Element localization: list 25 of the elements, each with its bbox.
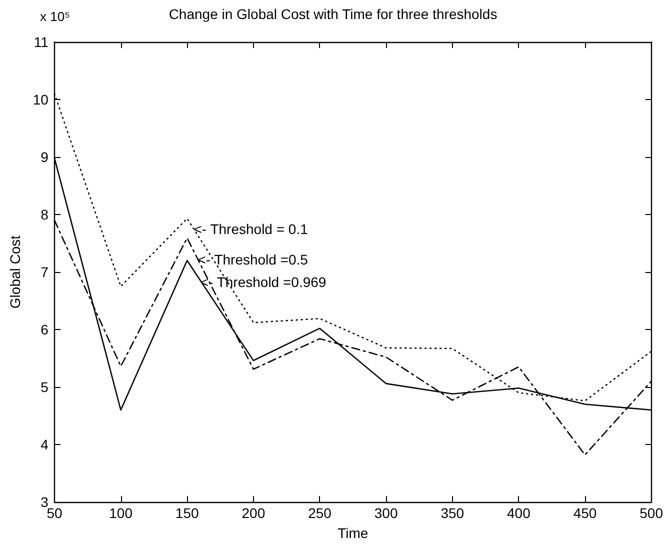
x-axis-title: Time xyxy=(338,525,368,541)
x-tick-label: 350 xyxy=(440,505,464,521)
y-tick-label: 3 xyxy=(40,494,49,510)
x-tick-label: 150 xyxy=(175,505,199,521)
y-tick-label: 11 xyxy=(34,34,49,50)
y-tick-label: 7 xyxy=(40,264,49,280)
x-tick-label: 250 xyxy=(308,505,332,521)
y-tick-label: 5 xyxy=(40,379,49,395)
x-tick-label: 500 xyxy=(640,505,664,521)
chart-title: Change in Global Cost with Time for three thresholds xyxy=(168,6,498,22)
x-tick-label: 200 xyxy=(242,505,266,521)
y-tick-label: 10 xyxy=(32,92,49,108)
x-tick-label: 50 xyxy=(46,505,62,521)
y-axis-title: Global Cost xyxy=(7,235,23,309)
y-tick-label: 9 xyxy=(40,149,49,165)
x-tick-label: 300 xyxy=(374,505,398,521)
text: x 10⁵ xyxy=(40,9,70,24)
annotation: <- Threshold = 0.1 xyxy=(194,220,308,237)
x-tick-label: 100 xyxy=(109,505,133,521)
y-tick-label: 8 xyxy=(40,206,49,222)
x-tick-label: 450 xyxy=(573,505,597,521)
annotation: <- Threshold =0.5 xyxy=(198,251,308,268)
x-tick-label: 400 xyxy=(507,505,531,521)
y-tick-label: 4 xyxy=(40,436,49,452)
y-tick-label: 6 xyxy=(40,322,49,338)
